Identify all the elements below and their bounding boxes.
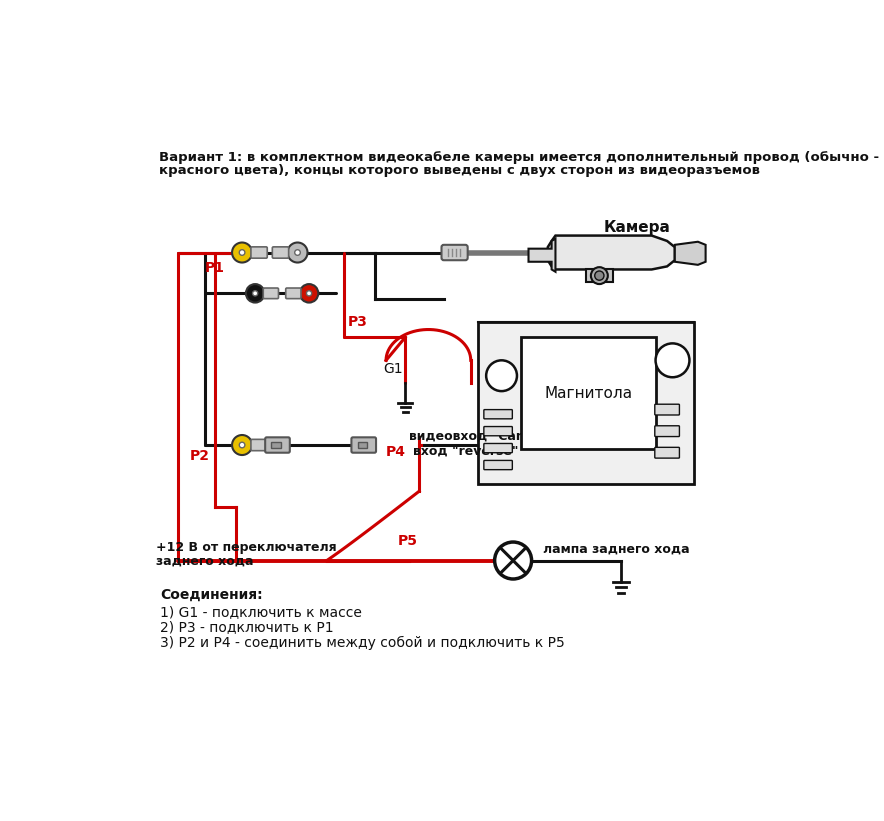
Polygon shape <box>586 269 613 282</box>
Bar <box>521 337 656 449</box>
Text: 3) P2 и P4 - соединить между собой и подключить к P5: 3) P2 и P4 - соединить между собой и под… <box>161 635 565 649</box>
Circle shape <box>495 542 531 579</box>
Text: лампа заднего хода: лампа заднего хода <box>543 543 690 556</box>
Polygon shape <box>529 239 555 272</box>
FancyBboxPatch shape <box>484 461 513 470</box>
Circle shape <box>232 435 252 455</box>
Bar <box>271 442 280 448</box>
FancyBboxPatch shape <box>655 426 680 437</box>
FancyBboxPatch shape <box>478 322 694 484</box>
Circle shape <box>253 291 258 296</box>
Text: G1: G1 <box>384 362 403 376</box>
Circle shape <box>294 250 301 255</box>
Circle shape <box>300 284 318 303</box>
FancyBboxPatch shape <box>251 247 267 258</box>
FancyBboxPatch shape <box>272 247 289 258</box>
FancyBboxPatch shape <box>263 288 278 299</box>
Circle shape <box>307 291 312 296</box>
Circle shape <box>232 242 252 263</box>
Text: +12 В от переключателя: +12 В от переключателя <box>156 541 337 554</box>
Text: вход "reverse": вход "reverse" <box>413 444 519 457</box>
Polygon shape <box>548 236 674 269</box>
Circle shape <box>656 343 690 378</box>
FancyBboxPatch shape <box>352 438 376 452</box>
FancyBboxPatch shape <box>251 439 267 451</box>
FancyBboxPatch shape <box>265 438 290 452</box>
Text: P5: P5 <box>398 534 417 548</box>
FancyBboxPatch shape <box>655 404 680 415</box>
Text: 2) P3 - подключить к P1: 2) P3 - подключить к P1 <box>161 621 334 635</box>
Text: P2: P2 <box>190 449 210 463</box>
Text: заднего хода: заднего хода <box>156 554 254 567</box>
Text: Вариант 1: в комплектном видеокабеле камеры имеется дополнительный провод (обычн: Вариант 1: в комплектном видеокабеле кам… <box>159 151 879 164</box>
Circle shape <box>287 242 308 263</box>
FancyBboxPatch shape <box>484 410 513 419</box>
Text: Магнитола: Магнитола <box>545 386 632 401</box>
Circle shape <box>591 267 608 284</box>
Text: Соединения:: Соединения: <box>161 588 263 602</box>
Text: Камера: Камера <box>604 220 671 235</box>
Text: P3: P3 <box>347 314 368 328</box>
FancyBboxPatch shape <box>441 245 468 260</box>
Circle shape <box>486 360 517 391</box>
Polygon shape <box>674 241 705 265</box>
Circle shape <box>246 284 264 303</box>
Text: 1) G1 - подключить к массе: 1) G1 - подключить к массе <box>161 605 362 619</box>
Bar <box>357 442 367 448</box>
FancyBboxPatch shape <box>655 447 680 458</box>
FancyBboxPatch shape <box>484 443 513 452</box>
Text: P4: P4 <box>386 445 406 459</box>
Text: видеовход "Cam-In": видеовход "Cam-In" <box>409 429 554 443</box>
Text: красного цвета), концы которого выведены с двух сторон из видеоразъемов: красного цвета), концы которого выведены… <box>159 164 760 177</box>
Circle shape <box>240 250 245 255</box>
FancyBboxPatch shape <box>484 427 513 436</box>
Circle shape <box>240 443 245 447</box>
FancyBboxPatch shape <box>286 288 301 299</box>
Text: P1: P1 <box>205 261 225 275</box>
Circle shape <box>595 271 604 280</box>
